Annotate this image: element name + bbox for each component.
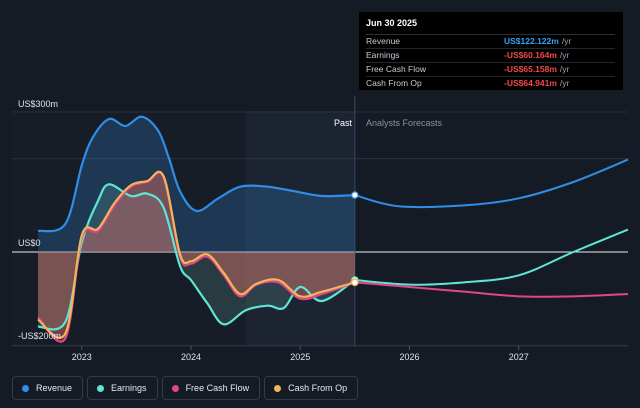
line-earnings-forecast xyxy=(354,228,629,286)
marker-cash-from-op xyxy=(351,278,359,287)
forecast-label: Analysts Forecasts xyxy=(366,118,443,128)
legend-item-cash-from-op[interactable]: Cash From Op xyxy=(264,376,359,400)
past-label: Past xyxy=(334,118,353,128)
x-tick-label: 2026 xyxy=(399,352,419,362)
line-free-cash-flow xyxy=(37,171,356,343)
y-tick-label-300: US$300m xyxy=(18,99,58,109)
x-tick-label: 2024 xyxy=(181,352,201,362)
area-cash-from-op xyxy=(38,171,355,338)
tooltip-label: Cash From Op xyxy=(366,78,422,88)
marker-revenue xyxy=(351,191,359,199)
tooltip-label: Revenue xyxy=(366,36,401,46)
x-tick-label: 2023 xyxy=(72,352,92,362)
legend: Revenue Earnings Free Cash Flow Cash Fro… xyxy=(12,376,359,400)
x-axis: 2023 2024 2025 2026 2027 xyxy=(72,346,529,362)
earnings-dot-icon xyxy=(97,384,105,392)
tooltip-row-cfo: Cash From Op -US$64.941m /yr xyxy=(366,77,615,90)
x-tick-label: 2025 xyxy=(290,352,310,362)
series-areas xyxy=(38,116,355,342)
tooltip-date: Jun 30 2025 xyxy=(366,18,615,35)
tooltip: Jun 30 2025 Revenue US$122.122m /yr Earn… xyxy=(359,12,623,90)
series-lines xyxy=(37,115,629,343)
line-revenue xyxy=(37,115,355,233)
grid xyxy=(12,96,628,347)
x-tick-label: 2027 xyxy=(509,352,529,362)
tooltip-row-revenue: Revenue US$122.122m /yr xyxy=(366,35,615,49)
line-revenue-forecast xyxy=(354,158,629,209)
line-free-cash-flow-forecast xyxy=(354,281,629,298)
tooltip-value: -US$64.941m xyxy=(504,78,557,88)
tooltip-unit: /yr xyxy=(559,50,570,60)
line-earnings xyxy=(37,183,356,331)
y-tick-label-neg200: -US$200m xyxy=(18,331,61,341)
tooltip-unit: /yr xyxy=(561,36,572,46)
revenue-dot-icon xyxy=(22,384,29,392)
legend-item-earnings[interactable]: Earnings xyxy=(87,376,158,400)
area-free-cash-flow xyxy=(38,172,355,342)
legend-item-free-cash-flow[interactable]: Free Cash Flow xyxy=(161,376,261,400)
tooltip-unit: /yr xyxy=(559,78,570,88)
tooltip-label: Free Cash Flow xyxy=(366,64,426,74)
chart-canvas: 2023 2024 2025 2026 2027 US$300m US$0 -US$20… xyxy=(12,96,629,362)
area-revenue xyxy=(38,116,355,253)
area-earnings xyxy=(38,184,355,330)
fcf-dot-icon xyxy=(171,384,179,392)
tooltip-unit: /yr xyxy=(559,64,570,74)
tooltip-row-fcf: Free Cash Flow -US$65.158m /yr xyxy=(366,63,615,77)
cfo-dot-icon xyxy=(274,384,282,392)
tooltip-row-earnings: Earnings -US$60.164m /yr xyxy=(366,49,615,63)
tooltip-value: -US$65.158m xyxy=(504,64,557,74)
tooltip-value: -US$60.164m xyxy=(504,50,557,60)
legend-item-revenue[interactable]: Revenue xyxy=(12,376,84,400)
legend-label: Earnings xyxy=(111,383,147,393)
tooltip-label: Earnings xyxy=(366,50,400,60)
y-tick-label-0: US$0 xyxy=(18,238,41,248)
past-band xyxy=(12,111,246,346)
tooltip-value: US$122.122m xyxy=(504,36,559,46)
legend-label: Free Cash Flow xyxy=(185,383,250,393)
legend-label: Revenue xyxy=(36,383,73,393)
legend-label: Cash From Op xyxy=(288,383,348,393)
line-cash-from-op xyxy=(37,170,356,339)
